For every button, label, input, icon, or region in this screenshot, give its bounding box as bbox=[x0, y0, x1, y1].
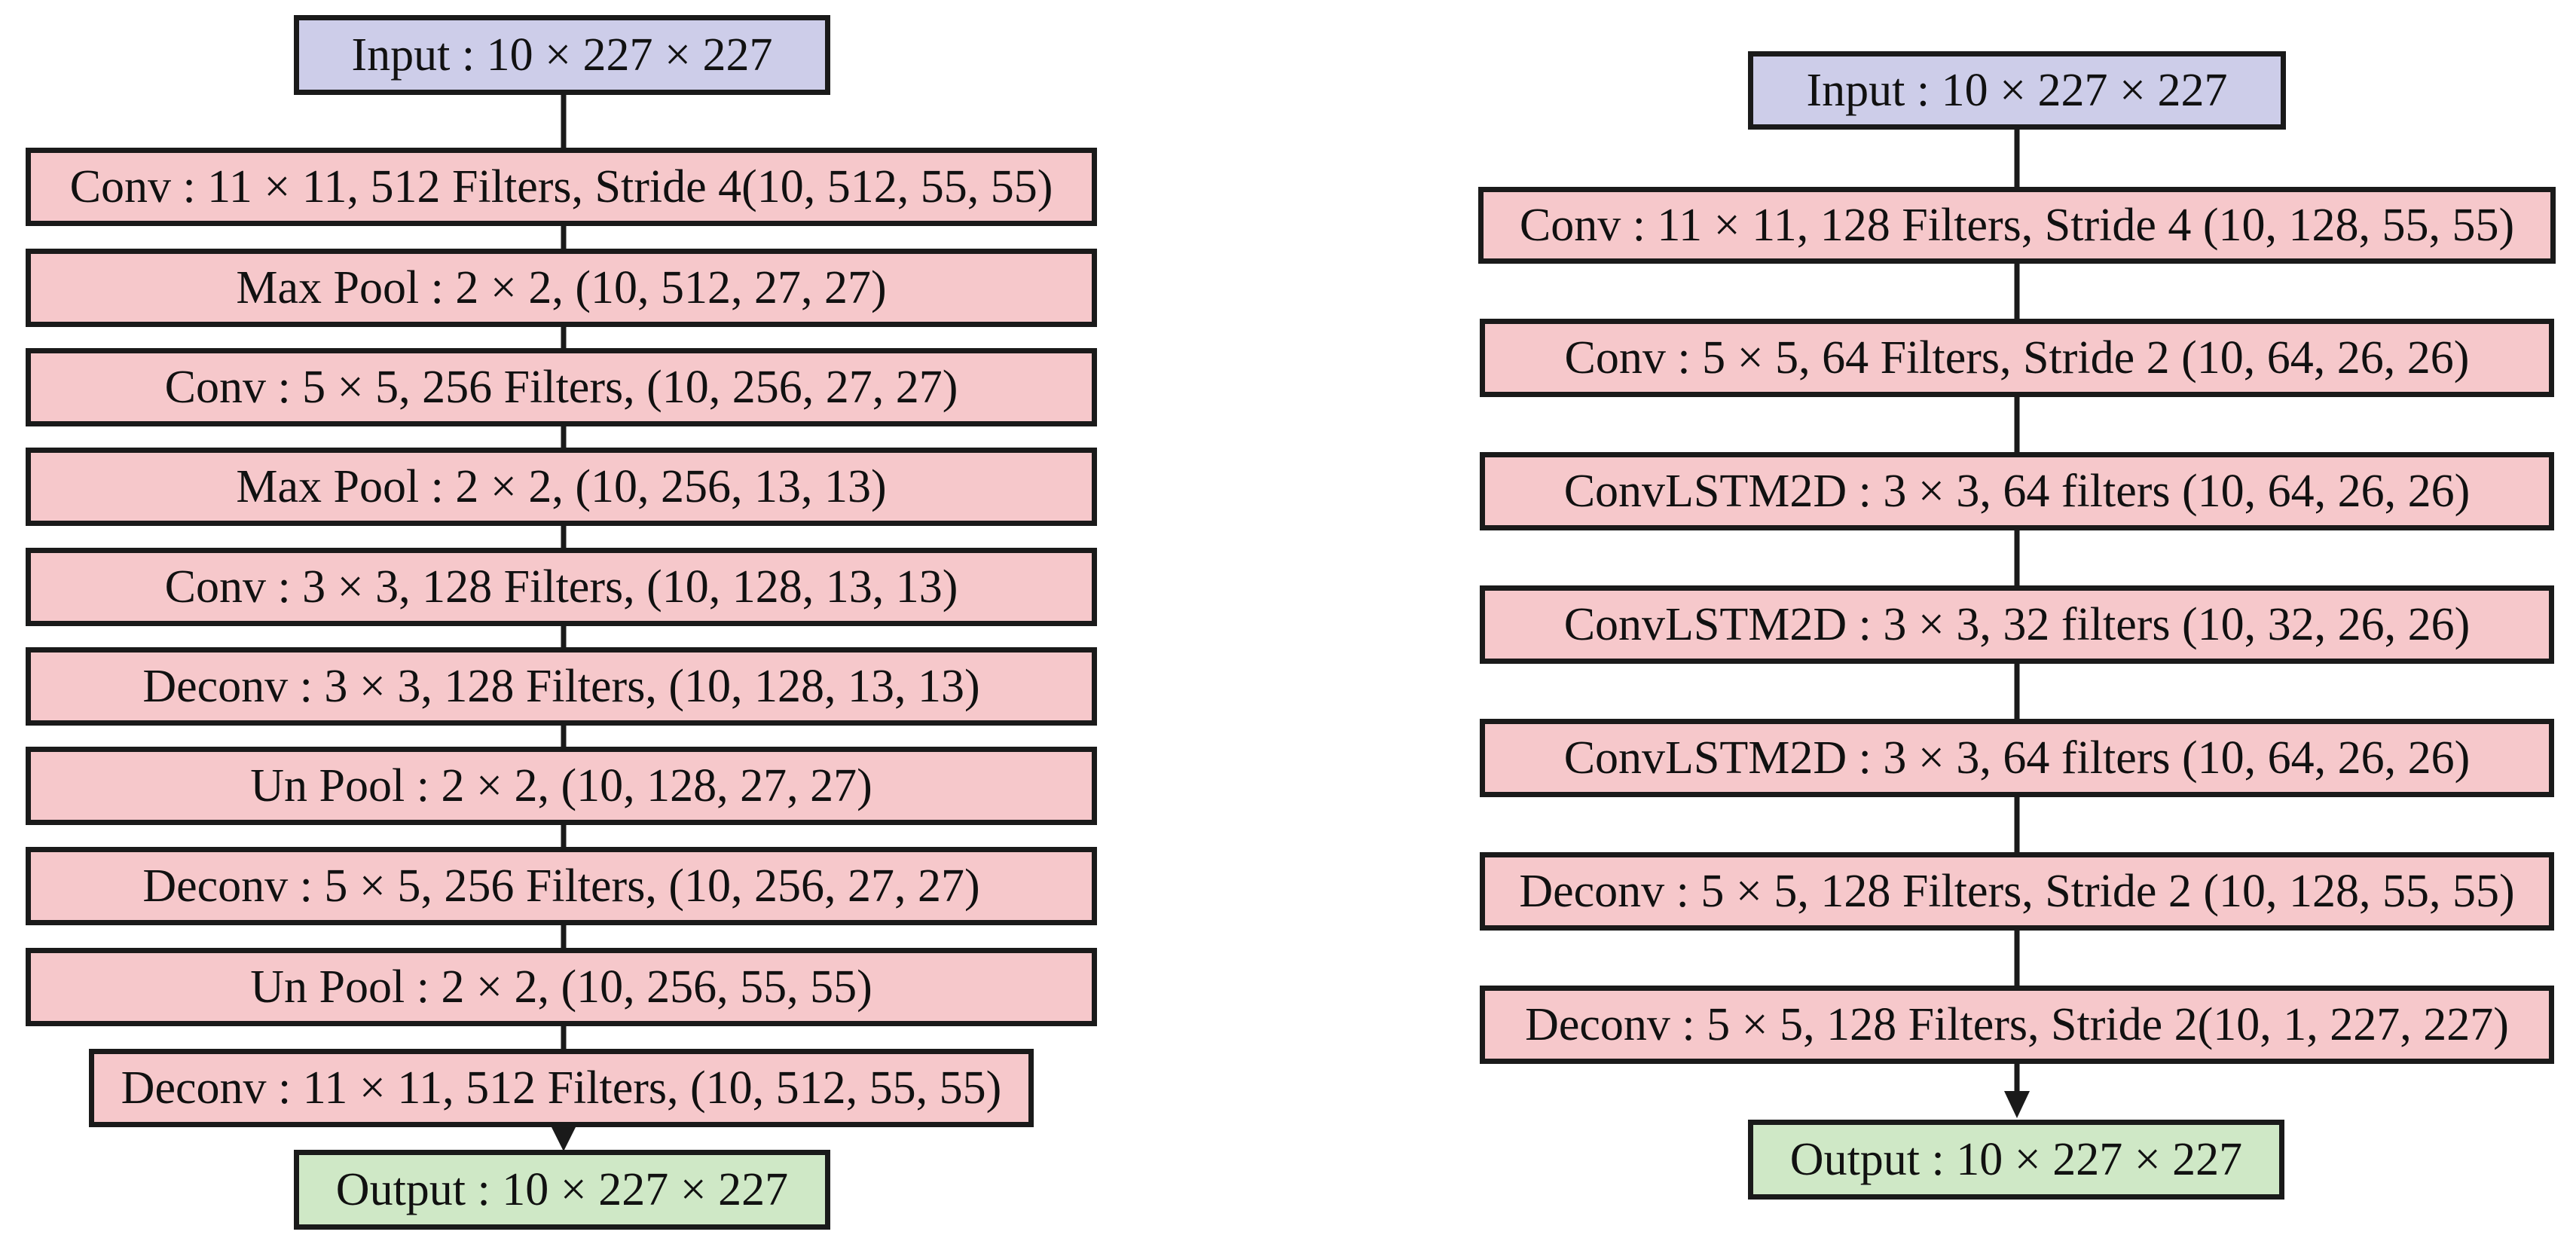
left-output-box: Output : 10 × 227 × 227 bbox=[294, 1150, 830, 1230]
left-layer-box: Conv : 11 × 11, 512 Filters, Stride 4(10… bbox=[26, 148, 1097, 226]
right-output-box: Output : 10 × 227 × 227 bbox=[1748, 1120, 2284, 1200]
left-layer-box: Conv : 5 × 5, 256 Filters, (10, 256, 27,… bbox=[26, 348, 1097, 426]
right-layer-box: ConvLSTM2D : 3 × 3, 64 filters (10, 64, … bbox=[1480, 719, 2554, 797]
right-input-box: Input : 10 × 227 × 227 bbox=[1748, 51, 2286, 130]
left-layer-box: Un Pool : 2 × 2, (10, 128, 27, 27) bbox=[26, 747, 1097, 825]
left-layer-box: Conv : 3 × 3, 128 Filters, (10, 128, 13,… bbox=[26, 548, 1097, 626]
left-layer-box: Max Pool : 2 × 2, (10, 256, 13, 13) bbox=[26, 448, 1097, 526]
right-layer-box: Conv : 5 × 5, 64 Filters, Stride 2 (10, … bbox=[1480, 319, 2554, 397]
right-output-arrowhead bbox=[2004, 1091, 2030, 1118]
right-layer-box: ConvLSTM2D : 3 × 3, 64 filters (10, 64, … bbox=[1480, 452, 2554, 530]
left-layer-box: Un Pool : 2 × 2, (10, 256, 55, 55) bbox=[26, 948, 1097, 1026]
left-input-box: Input : 10 × 227 × 227 bbox=[294, 15, 830, 95]
left-output-arrowhead bbox=[552, 1127, 576, 1151]
left-layer-box: Deconv : 11 × 11, 512 Filters, (10, 512,… bbox=[89, 1049, 1034, 1127]
left-layer-box: Deconv : 5 × 5, 256 Filters, (10, 256, 2… bbox=[26, 847, 1097, 925]
left-layer-box: Max Pool : 2 × 2, (10, 512, 27, 27) bbox=[26, 249, 1097, 327]
left-layer-box: Deconv : 3 × 3, 128 Filters, (10, 128, 1… bbox=[26, 647, 1097, 726]
right-layer-box: Conv : 11 × 11, 128 Filters, Stride 4 (1… bbox=[1478, 187, 2556, 264]
right-layer-box: Deconv : 5 × 5, 128 Filters, Stride 2(10… bbox=[1480, 986, 2554, 1064]
right-layer-box: Deconv : 5 × 5, 128 Filters, Stride 2 (1… bbox=[1480, 852, 2554, 931]
right-layer-box: ConvLSTM2D : 3 × 3, 32 filters (10, 32, … bbox=[1480, 585, 2554, 664]
